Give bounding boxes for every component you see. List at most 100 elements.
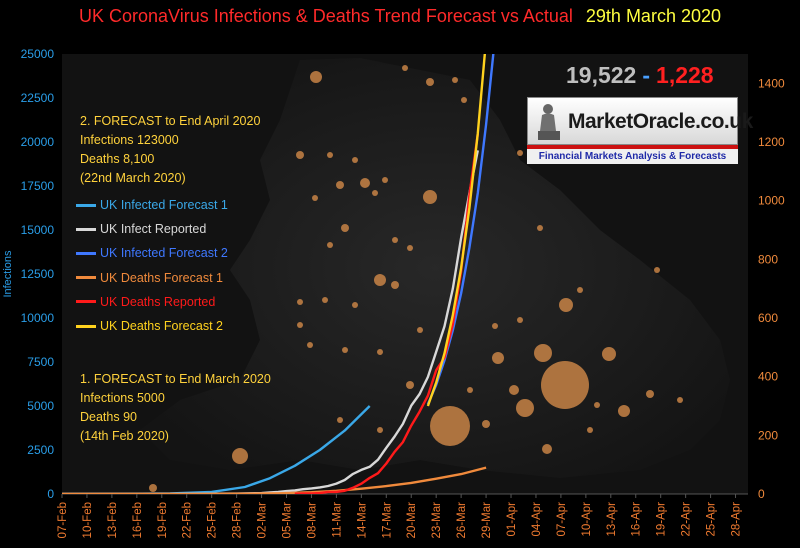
map-bubble — [517, 150, 523, 156]
y-tick-label: 10000 — [21, 311, 55, 325]
map-bubble — [492, 352, 504, 364]
y2-tick-label: 1400 — [758, 76, 785, 90]
totals-counter: 19,522-1,228 — [566, 62, 714, 89]
x-tick-label: 07-Apr — [556, 502, 568, 537]
map-bubble — [377, 427, 383, 433]
title-main: UK CoronaVirus Infections & Deaths Trend… — [78, 6, 573, 26]
map-bubble — [467, 387, 473, 393]
map-bubble — [452, 77, 458, 83]
map-bubble — [322, 297, 328, 303]
map-bubble — [542, 444, 552, 454]
y2-tick-label: 800 — [758, 252, 778, 266]
x-tick-label: 11-Mar — [331, 502, 343, 538]
map-bubble — [426, 78, 434, 86]
map-bubble — [646, 390, 654, 398]
forecast-2-date: (22nd March 2020) — [80, 171, 186, 185]
map-bubble — [327, 152, 333, 158]
map-bubble — [232, 448, 248, 464]
y-tick-label: 12500 — [21, 267, 55, 281]
legend-swatch — [76, 300, 96, 304]
map-bubble — [577, 287, 583, 293]
x-tick-label: 05-Mar — [282, 502, 294, 539]
x-tick-label: 13-Apr — [606, 502, 618, 537]
legend-swatch — [76, 276, 96, 280]
y-tick-label: 7500 — [27, 355, 54, 369]
map-bubble — [516, 399, 534, 417]
map-bubble — [297, 322, 303, 328]
logo-panel: MarketOracle.co.uk — [527, 97, 753, 145]
x-tick-label: 10-Feb — [82, 502, 94, 538]
x-tick-label: 28-Feb — [232, 502, 244, 538]
forecast-2-infections: Infections 123000 — [80, 133, 179, 147]
series-uk-deaths-forecast-2 — [426, 54, 487, 407]
legend: UK Infected Forecast 1 UK Infect Reported… — [76, 193, 228, 338]
x-tick-label: 17-Mar — [381, 502, 393, 539]
legend-item: UK Deaths Forecast 2 — [76, 314, 228, 338]
map-bubble — [430, 406, 470, 446]
map-bubble — [352, 157, 358, 163]
map-bubble — [417, 327, 423, 333]
forecast-1-infections: Infections 5000 — [80, 391, 165, 405]
y2-tick-label: 1000 — [758, 194, 785, 208]
x-tick-label: 08-Mar — [306, 502, 318, 539]
map-bubble — [336, 181, 344, 189]
forecast-1-heading: 1. FORECAST to End March 2020 — [80, 372, 271, 386]
map-bubble — [677, 397, 683, 403]
map-bubble — [296, 151, 304, 159]
y-tick-label: 5000 — [27, 399, 54, 413]
x-tick-label: 20-Mar — [406, 502, 418, 539]
y-tick-label: 22500 — [21, 91, 55, 105]
map-bubble — [342, 347, 348, 353]
legend-swatch — [76, 324, 96, 328]
map-bubble — [482, 420, 490, 428]
map-bubble — [602, 347, 616, 361]
map-bubble — [492, 323, 498, 329]
counter-separator: - — [642, 62, 651, 88]
marketoracle-logo: MarketOracle.co.uk Financial Markets Ana… — [527, 97, 753, 167]
x-tick-label: 13-Feb — [107, 502, 119, 538]
map-bubble — [587, 427, 593, 433]
y-tick-label: 25000 — [21, 47, 55, 61]
x-tick-label: 25-Apr — [706, 502, 718, 537]
logo-divider — [527, 145, 738, 149]
map-bubble — [327, 242, 333, 248]
map-bubble — [423, 190, 437, 204]
legend-item: UK Infected Forecast 1 — [76, 193, 228, 217]
total-deaths: 1,228 — [656, 62, 714, 88]
thinker-statue-icon — [538, 104, 560, 140]
map-bubble — [149, 484, 157, 492]
legend-item: UK Deaths Forecast 1 — [76, 266, 228, 290]
x-tick-label: 19-Feb — [157, 502, 169, 538]
legend-swatch — [76, 227, 96, 231]
forecast-1-note: 1. FORECAST to End March 2020 Infections… — [80, 370, 271, 446]
map-bubble — [541, 361, 589, 409]
map-bubble — [341, 224, 349, 232]
y-tick-label: 2500 — [27, 443, 54, 457]
map-bubble — [391, 281, 399, 289]
forecast-2-deaths: Deaths 8,100 — [80, 152, 155, 166]
x-tick-label: 19-Apr — [656, 502, 668, 537]
legend-label: UK Deaths Reported — [100, 294, 216, 309]
y-tick-label: 15000 — [21, 223, 55, 237]
x-tick-label: 07-Feb — [57, 502, 69, 538]
map-bubble — [618, 405, 630, 417]
logo-brand: MarketOracle.co.uk — [568, 110, 753, 133]
map-bubble — [407, 245, 413, 251]
map-bubble — [654, 267, 660, 273]
legend-label: UK Infected Forecast 2 — [100, 246, 228, 261]
legend-label: UK Deaths Forecast 2 — [100, 319, 223, 334]
x-tick-label: 28-Apr — [731, 502, 743, 537]
legend-item: UK Infect Reported — [76, 217, 228, 241]
forecast-2-note: 2. FORECAST to End April 2020 Infections… — [80, 112, 260, 188]
forecast-1-deaths: Deaths 90 — [80, 410, 137, 424]
map-bubble — [374, 274, 386, 286]
x-tick-label: 10-Apr — [581, 502, 593, 537]
total-infections: 19,522 — [566, 62, 637, 88]
series-group — [62, 54, 495, 494]
map-bubble — [372, 190, 378, 196]
x-tick-label: 26-Mar — [456, 502, 468, 539]
y2-tick-label: 400 — [758, 370, 778, 384]
y2-tick-label: 600 — [758, 311, 778, 325]
y-tick-label: 0 — [47, 487, 54, 501]
x-tick-label: 04-Apr — [531, 502, 543, 537]
